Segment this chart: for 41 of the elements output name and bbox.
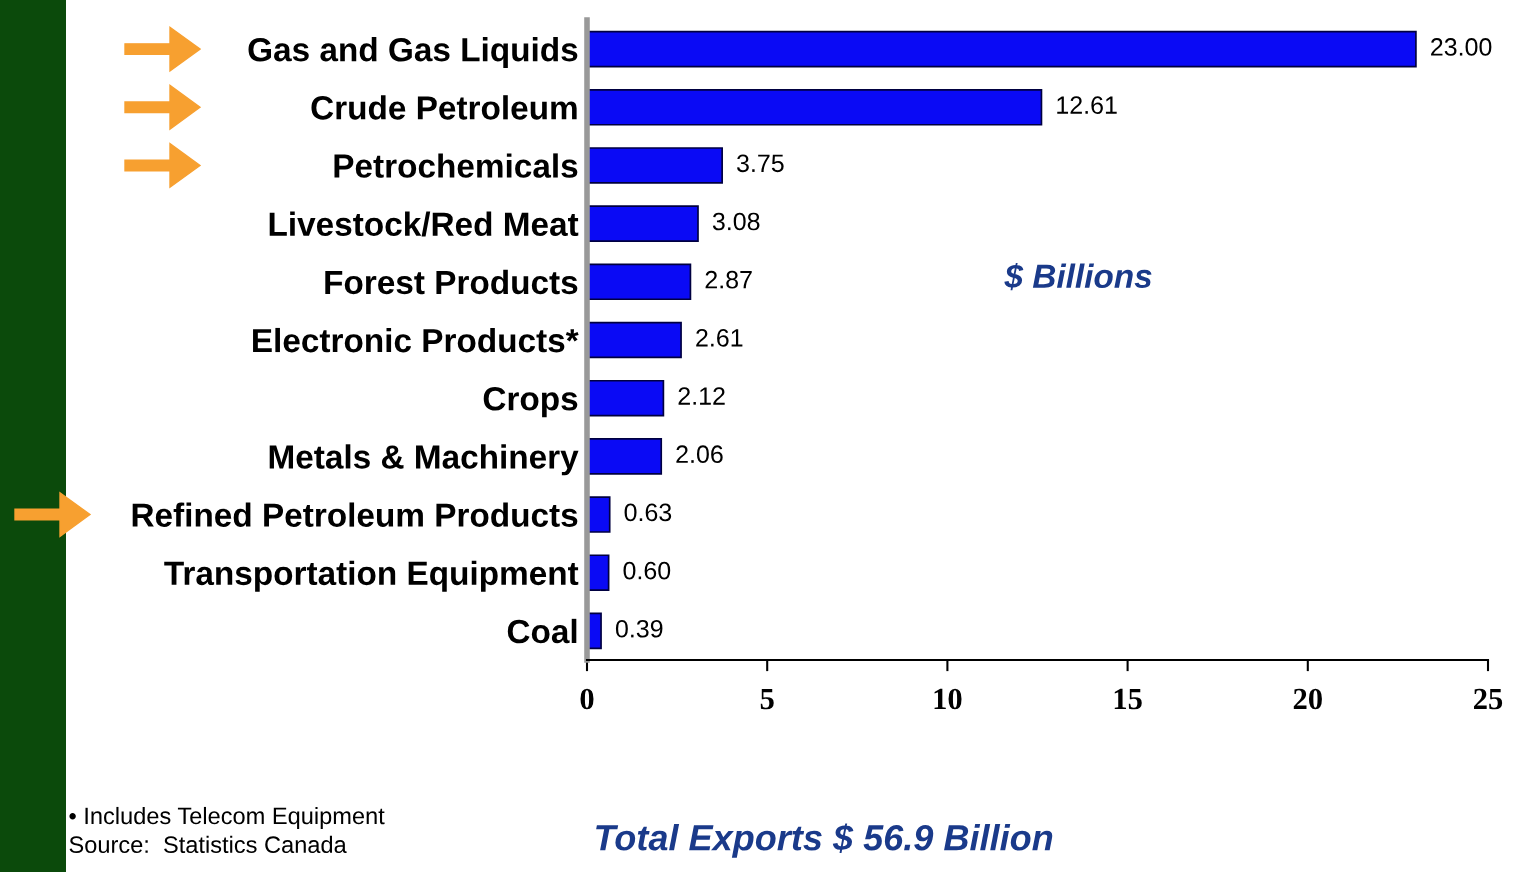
y-tick-label: Livestock/Red Meat: [269, 211, 579, 237]
data-label: 0.63: [624, 503, 672, 522]
data-label: 3.75: [736, 154, 784, 173]
x-tick-label: 0: [580, 688, 594, 710]
text: • Includes Telecom Equipment: [69, 806, 385, 829]
bar: [587, 321, 682, 359]
y-tick-label: Metals & Machinery: [269, 444, 579, 476]
data-label: 2.61: [696, 329, 743, 347]
data-label: 0.60: [623, 561, 671, 580]
y-tick-label: Transportation Equipment: [164, 560, 579, 592]
data-label: 0.39: [615, 619, 663, 638]
y-tick-label: Gas and Gas Liquids: [248, 37, 578, 69]
data-label: 3.08: [712, 212, 760, 231]
source-note: Source: Statistics Canada: [69, 835, 347, 854]
data-label: 12.61: [1057, 96, 1117, 114]
y-tick-label: Forest Products: [325, 269, 578, 295]
bar: [587, 263, 692, 301]
y-tick-label: Electronic Products*: [253, 327, 579, 353]
data-label: 2.12: [678, 387, 725, 405]
y-tick-label: Coal: [507, 618, 577, 644]
y-tick-label: Crude Petroleum: [311, 95, 577, 120]
data-label: 2.06: [676, 445, 723, 464]
x-tick-label: 5: [760, 688, 774, 710]
x-tick-label: 20: [1293, 688, 1322, 710]
data-label: 2.87: [705, 270, 752, 289]
y-tick-label: Refined Petroleum Products: [132, 502, 578, 527]
y-tick-label: Petrochemicals: [334, 153, 578, 178]
bar: [587, 438, 663, 475]
y-tick-label: Crops: [483, 386, 578, 418]
data-label: 23.00: [1431, 38, 1492, 56]
bar: [587, 205, 699, 242]
bar: [587, 30, 1417, 68]
bar: [587, 496, 611, 533]
bar: [587, 147, 723, 184]
annotation: $ Billions: [1004, 263, 1152, 291]
x-tick-label: 25: [1474, 688, 1503, 710]
bar: [587, 88, 1043, 126]
x-tick-label: 15: [1114, 688, 1142, 710]
text: Total Exports $ 56.9 Billion: [596, 823, 1053, 858]
x-tick-label: 10: [934, 688, 962, 710]
bar: [587, 379, 665, 417]
